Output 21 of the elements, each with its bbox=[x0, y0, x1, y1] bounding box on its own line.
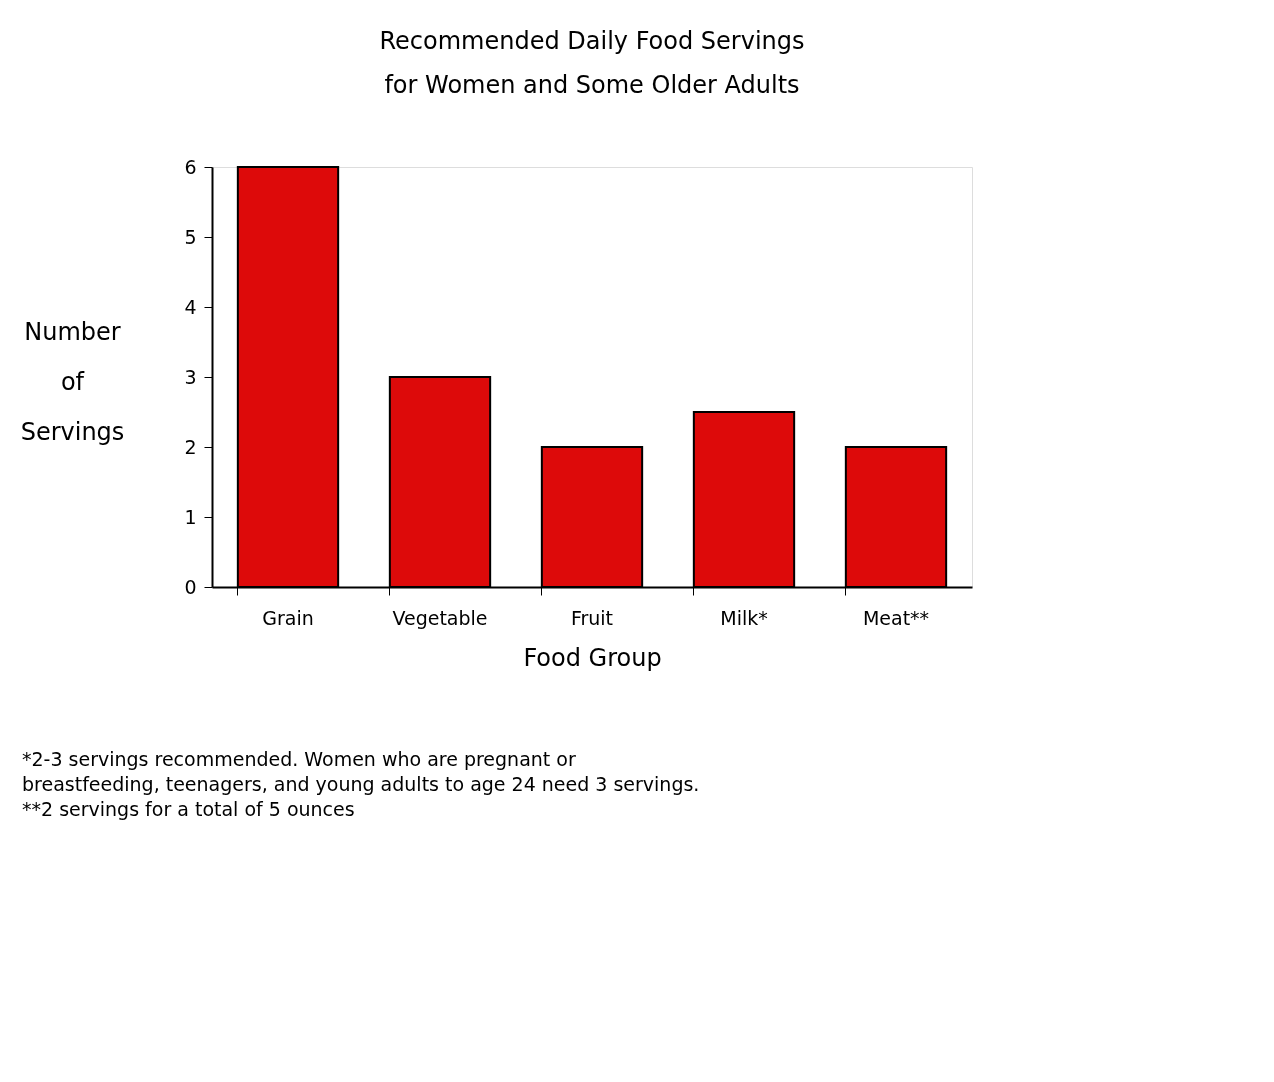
y-tick-label: 6 bbox=[184, 155, 197, 178]
text: breastfeeding, teenagers, and young adults to age 24 need 3 servings. bbox=[22, 772, 700, 795]
y-tick-label: 5 bbox=[184, 225, 197, 248]
x-tick-label: Meat** bbox=[862, 606, 930, 629]
text: Recommended Daily Food Servings bbox=[379, 27, 805, 55]
x-tick-label: Grain bbox=[262, 606, 314, 629]
x-tick-label: Milk* bbox=[720, 606, 768, 629]
text: *2-3 servings recommended. Women who are pregnant or bbox=[22, 747, 576, 770]
text: **2 servings for a total of 5 ounces bbox=[22, 797, 355, 820]
text: of bbox=[60, 367, 85, 396]
y-tick-label: 0 bbox=[184, 575, 197, 598]
text: for Women and Some Older Adults bbox=[384, 71, 800, 99]
text: Number bbox=[24, 317, 121, 346]
text: Servings bbox=[20, 417, 125, 446]
y-tick-label: 4 bbox=[184, 295, 197, 318]
y-tick-label: 3 bbox=[184, 365, 197, 388]
x-axis-title: Food Group bbox=[523, 643, 662, 672]
x-tick-label: Vegetable bbox=[392, 606, 488, 629]
y-tick-label: 2 bbox=[184, 435, 197, 458]
x-tick-label: Fruit bbox=[570, 606, 614, 629]
y-tick-label: 1 bbox=[184, 505, 197, 528]
